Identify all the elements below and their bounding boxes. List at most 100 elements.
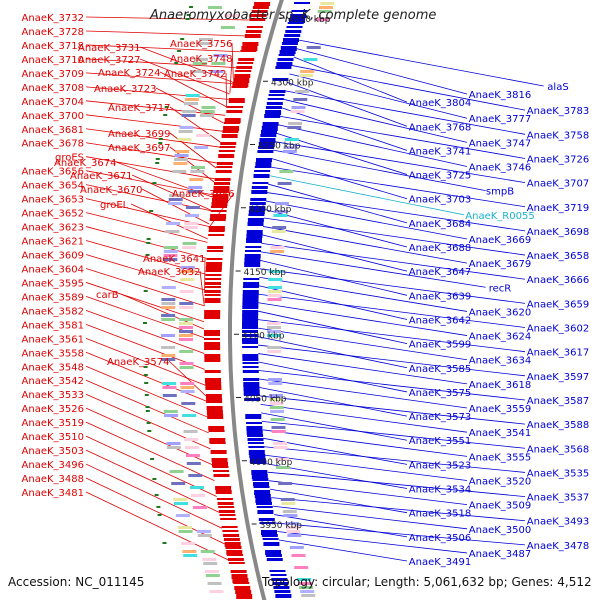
- gc-mark: [146, 238, 151, 240]
- callout-line: [265, 454, 468, 481]
- feature-mark: [180, 386, 195, 389]
- gene-label: AnaeK_3758: [527, 130, 589, 141]
- callout-line: [259, 378, 468, 409]
- callout-line: [279, 115, 526, 159]
- feature-mark: [182, 550, 197, 553]
- feature-mark: [163, 250, 178, 253]
- callout-line: [258, 370, 526, 401]
- reverse-gene: [243, 278, 260, 280]
- scale-tick-label: 4050 kbp: [244, 395, 287, 405]
- callout-line: [85, 477, 226, 545]
- forward-gene: [204, 314, 221, 319]
- gc-mark: [145, 410, 150, 412]
- gene-label: AnaeK_3732: [22, 13, 84, 24]
- gene-label: AnaeK_3496: [22, 460, 84, 471]
- reverse-gene: [243, 390, 260, 395]
- feature-mark: [177, 138, 192, 141]
- reverse-gene: [263, 542, 280, 546]
- reverse-gene: [249, 458, 266, 463]
- callout-line: [159, 71, 228, 108]
- feature-mark: [189, 178, 204, 181]
- gene-label: AnaeK_3500: [469, 525, 531, 536]
- callout-line: [259, 387, 408, 417]
- callout-line: [281, 107, 408, 151]
- feature-mark: [168, 198, 183, 201]
- feature-mark: [284, 522, 299, 525]
- feature-mark: [300, 590, 315, 593]
- forward-gene: [208, 230, 225, 232]
- reverse-gene: [249, 454, 266, 458]
- feature-mark: [283, 514, 298, 517]
- forward-gene: [215, 490, 232, 494]
- feature-mark: [162, 382, 177, 385]
- reverse-gene: [248, 450, 265, 455]
- callout-line: [266, 192, 526, 232]
- feature-mark: [180, 278, 195, 281]
- forward-gene: [213, 474, 230, 477]
- feature-mark: [185, 446, 199, 449]
- forward-gene: [218, 510, 235, 513]
- feature-mark: [179, 350, 194, 353]
- reverse-gene: [242, 334, 258, 337]
- feature-mark: [161, 286, 176, 289]
- callout-line: [263, 437, 408, 465]
- forward-gene: [204, 290, 221, 293]
- gene-label: AnaeK_3568: [527, 444, 589, 455]
- feature-mark: [179, 290, 194, 293]
- forward-gene: [204, 310, 221, 314]
- callout-line: [199, 270, 205, 307]
- reverse-gene: [259, 138, 276, 143]
- feature-mark: [181, 402, 196, 405]
- forward-gene: [216, 162, 233, 165]
- accession-text: Accession: NC_011145: [8, 575, 145, 589]
- forward-gene: [223, 122, 240, 124]
- reverse-gene: [265, 554, 282, 557]
- callout-line: [267, 471, 526, 497]
- feature-mark: [196, 134, 211, 137]
- feature-mark: [185, 94, 200, 97]
- reverse-gene: [243, 382, 260, 387]
- feature-mark: [183, 226, 198, 229]
- feature-mark: [175, 514, 190, 517]
- forward-gene: [206, 398, 223, 403]
- reverse-gene: [255, 162, 272, 167]
- feature-mark: [174, 158, 188, 161]
- reverse-gene: [247, 434, 264, 437]
- scale-tick-label: 4000 kbp: [250, 458, 293, 468]
- forward-gene: [228, 562, 245, 564]
- gene-label: AnaeK_3582: [22, 306, 84, 317]
- gene-label: AnaeK_3548: [22, 362, 84, 373]
- feature-mark: [180, 266, 195, 269]
- gene-label: AnaeK_3681: [22, 125, 84, 136]
- gene-label: AnaeK_3555: [469, 452, 531, 463]
- feature-mark: [270, 246, 285, 249]
- forward-gene: [219, 514, 236, 516]
- gene-label: AnaeK_3688: [409, 243, 471, 254]
- gene-label: AnaeK_3595: [22, 278, 84, 289]
- callout-line: [259, 268, 526, 304]
- gene-label: AnaeK_3725: [409, 171, 471, 182]
- callout-line: [139, 58, 230, 95]
- gene-label: AnaeK_3624: [469, 332, 531, 343]
- forward-gene: [246, 26, 263, 28]
- reverse-gene: [242, 358, 259, 361]
- reverse-gene: [262, 122, 279, 126]
- reverse-gene: [258, 142, 275, 147]
- forward-gene: [204, 330, 220, 334]
- gene-label: AnaeK_3632: [138, 267, 200, 278]
- gene-label: AnaeK_3551: [409, 436, 471, 447]
- reverse-gene: [250, 198, 267, 201]
- forward-gene: [231, 574, 248, 579]
- feature-mark: [182, 414, 197, 417]
- feature-mark: [181, 114, 196, 117]
- gene-label: AnaeK_3487: [469, 549, 531, 560]
- gc-mark: [174, 62, 179, 64]
- gc-mark: [156, 506, 161, 508]
- gene-label: AnaeK_3741: [409, 146, 471, 157]
- gene-label: AnaeK_3659: [527, 299, 589, 310]
- reverse-gene: [266, 102, 283, 105]
- callout-line: [85, 86, 229, 100]
- gene-label: AnaeK_3621: [22, 237, 84, 248]
- gene-label: AnaeK_3724: [98, 68, 160, 79]
- gene-label: AnaeK_3642: [409, 315, 471, 326]
